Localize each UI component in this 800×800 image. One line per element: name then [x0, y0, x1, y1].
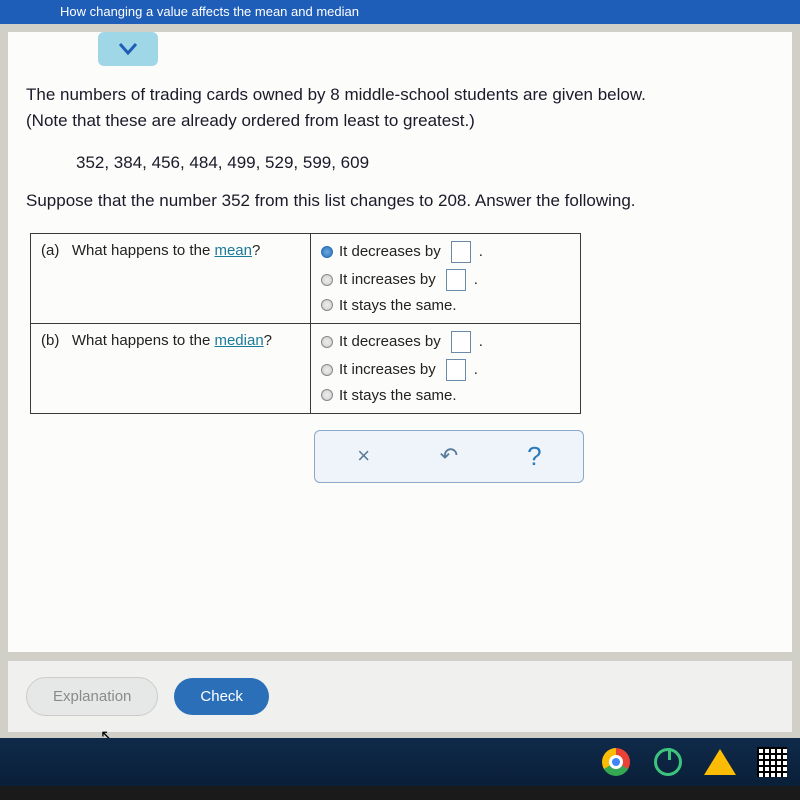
value-input[interactable] [446, 359, 466, 381]
action-bar: Explanation Check [8, 660, 792, 732]
median-link[interactable]: median [214, 332, 263, 349]
a-option-decreases[interactable]: It decreases by . [321, 238, 570, 266]
undo-icon: ↶ [440, 443, 458, 468]
qr-icon[interactable] [756, 746, 788, 778]
reset-button[interactable]: ↶ [429, 443, 469, 469]
part-a-label: (a) [41, 242, 59, 259]
mean-link[interactable]: mean [214, 242, 252, 259]
header-bar: How changing a value affects the mean an… [0, 0, 800, 24]
drive-icon[interactable] [704, 746, 736, 778]
intro-line-2: (Note that these are already ordered fro… [26, 111, 475, 130]
part-b-label: (b) [41, 332, 59, 349]
taskbar [0, 738, 800, 786]
part-b-options: It decreases by . It increases by . It s… [311, 323, 581, 413]
content-area: The numbers of trading cards owned by 8 … [8, 32, 792, 652]
radio-icon [321, 389, 333, 401]
a-option-increases[interactable]: It increases by . [321, 266, 570, 294]
data-values: 352, 384, 456, 484, 499, 529, 599, 609 [76, 153, 774, 173]
help-button[interactable]: ? [514, 441, 554, 472]
question-intro: The numbers of trading cards owned by 8 … [26, 76, 774, 135]
help-icon: ? [527, 441, 541, 471]
radio-icon [321, 364, 333, 376]
value-input[interactable] [451, 331, 471, 353]
clear-button[interactable]: × [344, 443, 384, 469]
b-option-increases[interactable]: It increases by . [321, 356, 570, 384]
chevron-down-icon [118, 42, 138, 56]
part-a-suffix: ? [252, 242, 260, 259]
answer-table: (a) What happens to the mean? It decreas… [30, 233, 581, 414]
dropdown-toggle[interactable] [98, 32, 158, 66]
opt-label: It decreases by [339, 333, 441, 350]
radio-icon [321, 246, 333, 258]
part-a-options: It decreases by . It increases by . It s… [311, 233, 581, 323]
close-icon: × [357, 443, 370, 468]
radio-icon [321, 336, 333, 348]
bezel [0, 786, 800, 800]
part-b-cell: (b) What happens to the median? [31, 323, 311, 413]
opt-label: It stays the same. [339, 297, 457, 314]
input-toolbar: × ↶ ? [314, 430, 584, 483]
power-icon[interactable] [652, 746, 684, 778]
radio-icon [321, 299, 333, 311]
part-a-prefix: What happens to the [72, 242, 215, 259]
followup-text: Suppose that the number 352 from this li… [26, 191, 774, 211]
intro-line-1: The numbers of trading cards owned by 8 … [26, 85, 646, 104]
opt-label: It decreases by [339, 243, 441, 260]
value-input[interactable] [451, 241, 471, 263]
b-option-same[interactable]: It stays the same. [321, 384, 570, 407]
header-title: How changing a value affects the mean an… [60, 4, 359, 19]
a-option-same[interactable]: It stays the same. [321, 294, 570, 317]
opt-label: It stays the same. [339, 387, 457, 404]
check-button[interactable]: Check [174, 678, 269, 715]
explanation-button[interactable]: Explanation [26, 677, 158, 716]
part-a-cell: (a) What happens to the mean? [31, 233, 311, 323]
radio-icon [321, 274, 333, 286]
part-b-prefix: What happens to the [72, 332, 215, 349]
b-option-decreases[interactable]: It decreases by . [321, 328, 570, 356]
part-b-suffix: ? [264, 332, 272, 349]
opt-label: It increases by [339, 361, 436, 378]
opt-label: It increases by [339, 271, 436, 288]
value-input[interactable] [446, 269, 466, 291]
chrome-icon[interactable] [600, 746, 632, 778]
